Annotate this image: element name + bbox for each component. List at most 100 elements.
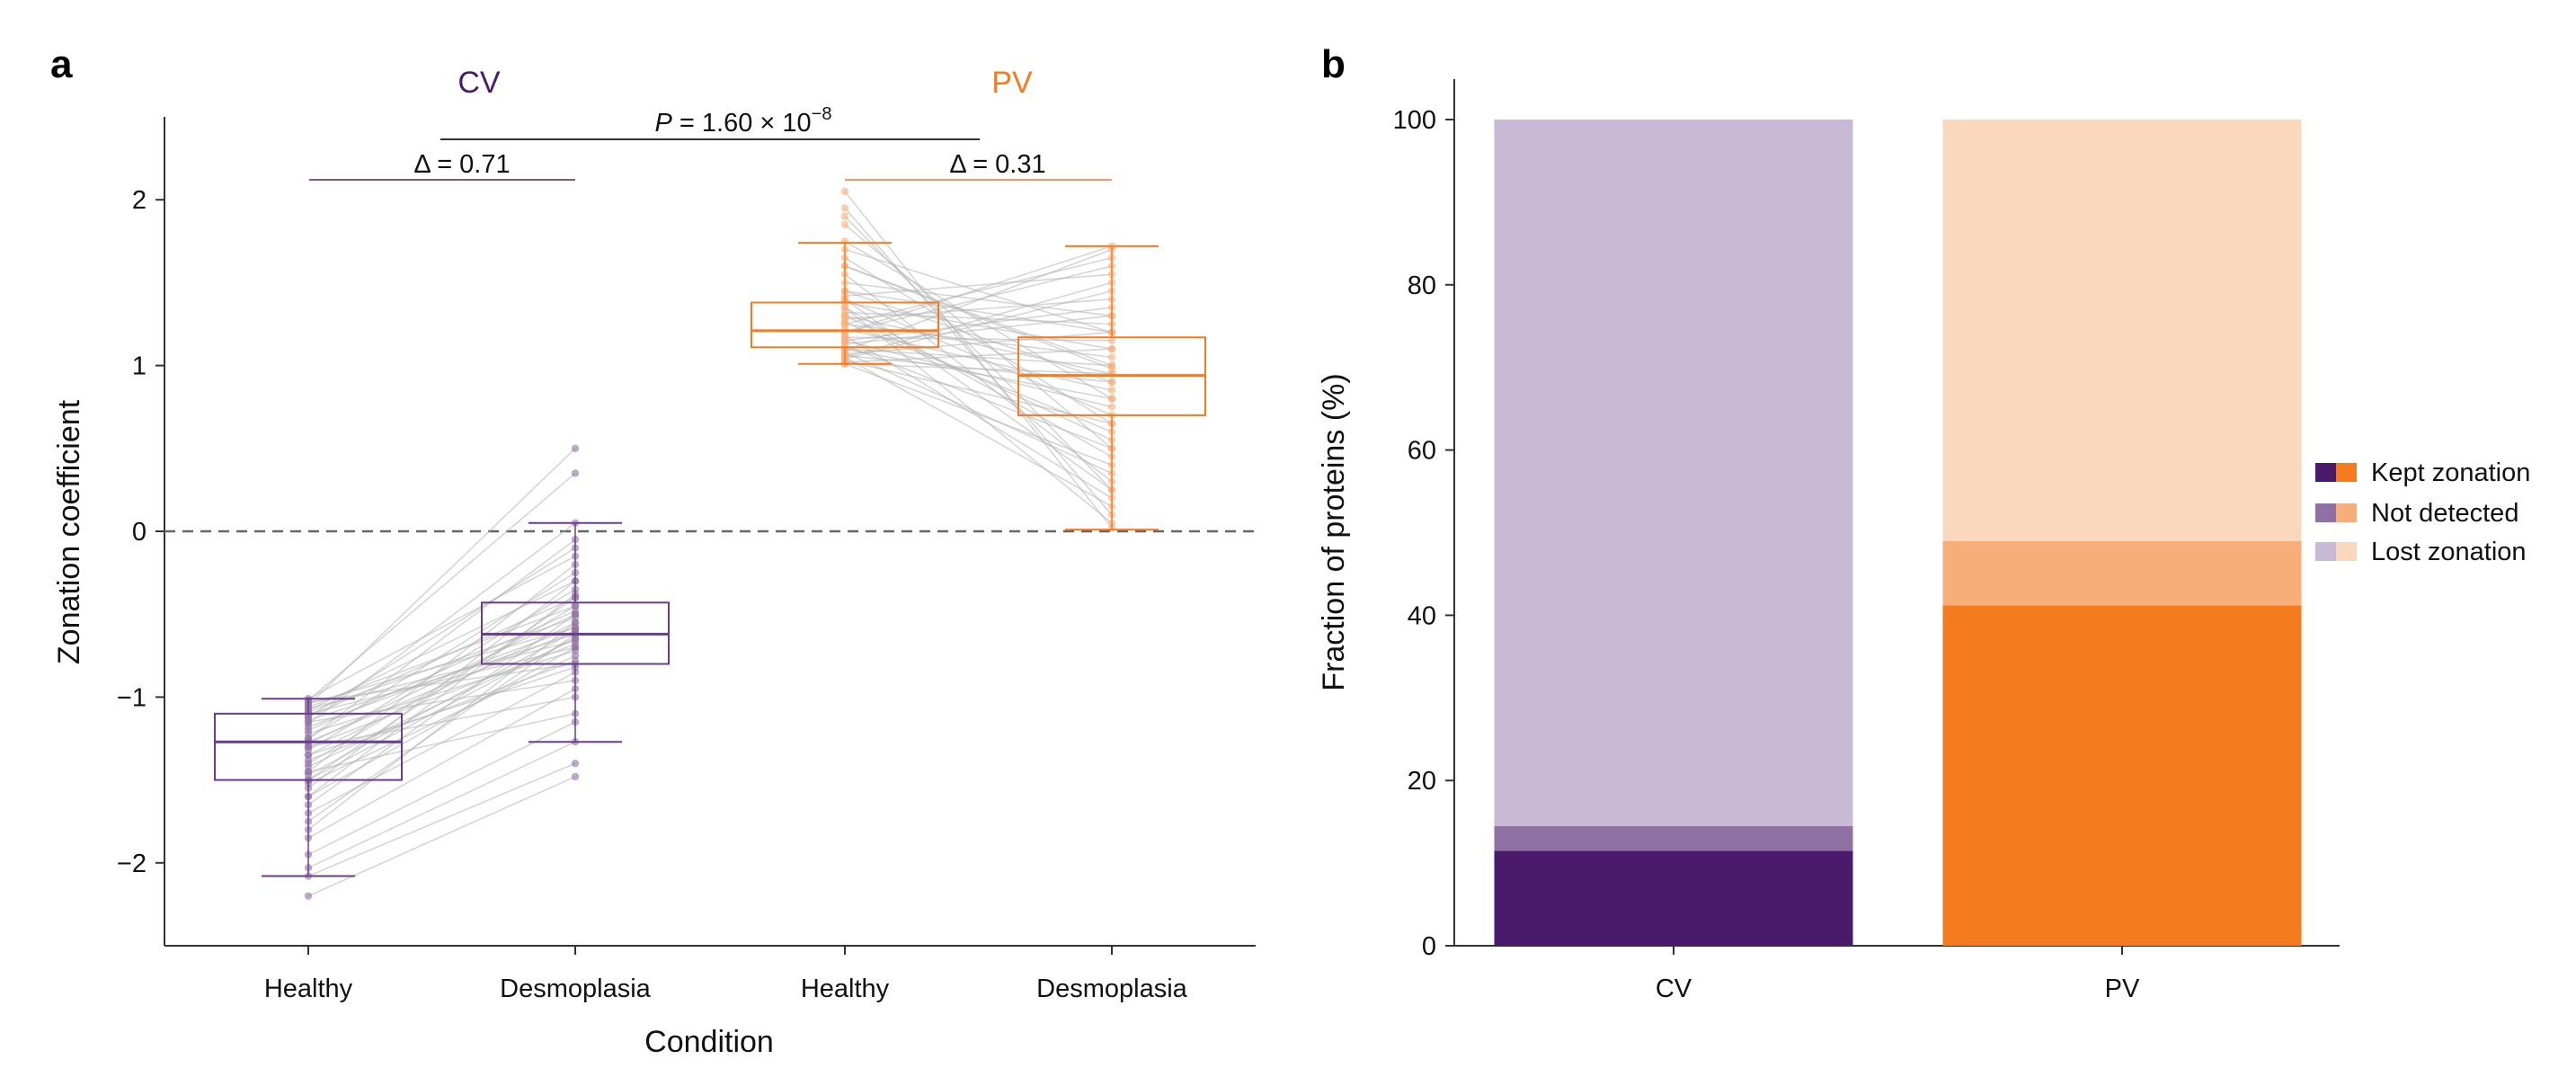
paired-line xyxy=(307,613,576,744)
paired-lines xyxy=(307,191,1113,897)
data-point xyxy=(840,212,849,220)
legend-swatch-kept-cv xyxy=(2315,463,2336,482)
group-label-cv: CV xyxy=(457,66,501,100)
paired-line xyxy=(307,547,576,718)
paired-line xyxy=(307,613,576,806)
panel-a-axes: 2 1 0 −1 −2 Healthy Desmoplasia Healthy Desmopla… xyxy=(117,117,1256,1003)
paired-line xyxy=(844,256,1113,325)
bar-segment-pv-not-detected xyxy=(1942,540,2302,606)
data-point xyxy=(1107,353,1116,361)
data-point xyxy=(840,320,849,328)
paired-line xyxy=(307,639,576,710)
x-tick-label-b: CV xyxy=(1656,975,1692,1003)
p-value-symbol: P xyxy=(655,109,673,138)
paired-line xyxy=(844,348,1113,400)
paired-line xyxy=(844,344,1113,449)
x-tick-label: Healthy xyxy=(801,975,890,1003)
data-point xyxy=(304,751,313,760)
data-point xyxy=(840,303,849,312)
y-tick-label-b: 60 xyxy=(1408,437,1436,466)
p-value-exponent: −8 xyxy=(812,104,832,124)
data-point xyxy=(571,633,580,642)
data-point xyxy=(304,743,313,751)
data-point xyxy=(840,204,849,212)
paired-line xyxy=(844,348,1113,367)
x-axis-title: Condition xyxy=(644,1025,774,1059)
group-label-pv: PV xyxy=(991,66,1033,100)
paired-line xyxy=(844,281,1113,359)
paired-line xyxy=(307,688,576,839)
paired-line xyxy=(844,315,1113,375)
paired-line xyxy=(307,538,576,740)
data-point xyxy=(304,768,313,776)
panel-b-stacked-bar: b 0 20 40 60 80 100 CV PV Fraction of proteins … xyxy=(1317,42,2530,1003)
bar-segment-pv-lost-zonation xyxy=(1942,120,2302,541)
boxplot-cv-desmoplasia xyxy=(481,521,670,743)
data-points xyxy=(304,187,1116,900)
y-tick-label: −1 xyxy=(117,683,147,712)
y-tick-label-b: 20 xyxy=(1408,767,1436,796)
y-tick-label-b: 0 xyxy=(1422,932,1436,961)
data-point xyxy=(1107,395,1116,403)
paired-line xyxy=(844,362,1113,375)
paired-line xyxy=(844,289,1113,334)
data-point xyxy=(840,187,849,196)
paired-line xyxy=(307,621,576,831)
legend-item-kept: Kept zonation xyxy=(2315,458,2530,487)
paired-line xyxy=(307,646,576,715)
data-point xyxy=(571,759,580,768)
paired-line xyxy=(844,307,1113,524)
data-point xyxy=(571,623,580,632)
legend-label-not-detected: Not detected xyxy=(2371,499,2518,528)
y-tick-label-b: 80 xyxy=(1408,271,1436,300)
data-point xyxy=(840,336,849,345)
paired-line xyxy=(844,331,1113,355)
data-point xyxy=(571,469,580,477)
panel-a-zonation-boxplot: a CV PV P = 1.60 × 10−8 Δ = 0.71 Δ = 0.3… xyxy=(50,42,1256,1059)
paired-line xyxy=(844,301,1113,350)
box-iqr xyxy=(751,301,939,349)
paired-line xyxy=(307,633,576,823)
paired-line xyxy=(307,627,576,705)
paired-line xyxy=(844,207,1113,516)
y-tick-label-b: 100 xyxy=(1393,106,1436,135)
y-tick-label: 1 xyxy=(132,352,147,381)
legend-item-lost: Lost zonation xyxy=(2315,538,2527,566)
panel-b-axes: 0 20 40 60 80 100 CV PV xyxy=(1393,79,2340,1003)
data-point xyxy=(1107,344,1116,353)
data-point xyxy=(304,734,313,743)
bar-segment-pv-kept-zonation xyxy=(1942,605,2302,946)
y-tick-label-b: 40 xyxy=(1408,601,1436,630)
paired-line xyxy=(307,605,576,764)
boxplot-cv-healthy xyxy=(214,698,403,877)
legend-label-kept: Kept zonation xyxy=(2371,458,2530,487)
data-point xyxy=(571,601,580,610)
paired-line xyxy=(844,265,1113,370)
legend-swatch-nd-cv xyxy=(2315,503,2336,522)
delta-cv: Δ = 0.71 xyxy=(413,150,510,179)
bar-segment-cv-lost-zonation xyxy=(1494,120,1853,826)
paired-line xyxy=(307,696,576,748)
paired-line xyxy=(844,265,1113,334)
paired-line xyxy=(307,605,576,708)
paired-line xyxy=(844,245,1113,334)
paired-line xyxy=(307,636,576,781)
paired-line xyxy=(307,721,576,856)
delta-pv: Δ = 0.31 xyxy=(949,150,1045,179)
boxplot-pv-desmoplasia xyxy=(1017,245,1206,531)
paired-line xyxy=(844,352,1113,475)
bar-segment-cv-not-detected xyxy=(1494,825,1853,851)
y-tick-label: −2 xyxy=(117,850,147,878)
y-tick-label: 0 xyxy=(132,518,147,547)
paired-line xyxy=(844,289,1113,383)
paired-line xyxy=(307,472,576,701)
legend-swatch-lost-pv xyxy=(2336,542,2357,561)
paired-line xyxy=(307,762,576,877)
paired-line xyxy=(307,680,576,723)
data-point xyxy=(1107,336,1116,345)
data-point xyxy=(1107,365,1116,373)
y-axis-title-b: Fraction of proteins (%) xyxy=(1317,373,1351,690)
bar-segment-cv-kept-zonation xyxy=(1494,850,1853,946)
panel-b-letter: b xyxy=(1321,42,1346,86)
legend-label-lost: Lost zonation xyxy=(2371,538,2527,566)
